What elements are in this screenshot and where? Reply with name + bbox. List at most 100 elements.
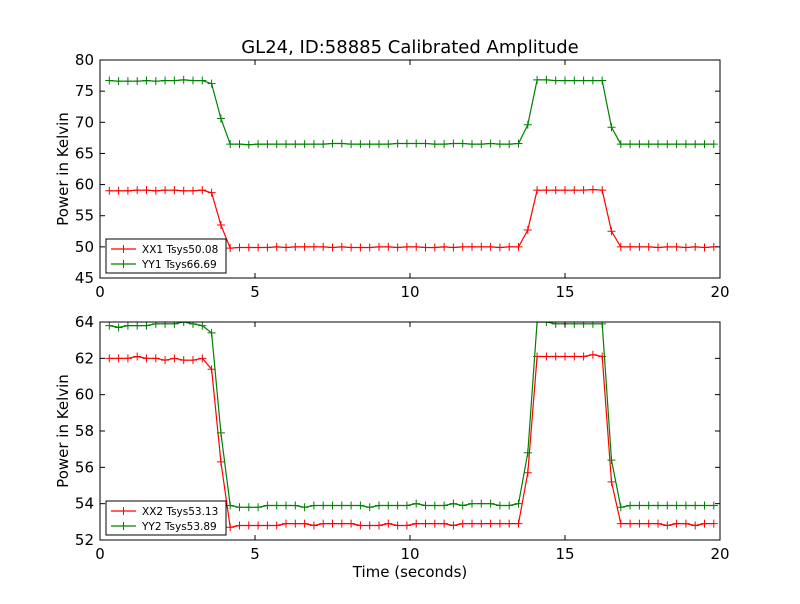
data-point bbox=[375, 140, 383, 149]
data-point bbox=[356, 521, 365, 530]
data-point bbox=[142, 354, 151, 363]
data-point bbox=[635, 242, 644, 251]
data-point bbox=[709, 519, 718, 528]
data-point bbox=[440, 519, 449, 528]
data-point bbox=[570, 322, 579, 328]
data-point bbox=[356, 243, 365, 252]
y-tick-label: 55 bbox=[75, 207, 94, 225]
data-point bbox=[681, 501, 690, 510]
data-point bbox=[691, 501, 700, 510]
data-point bbox=[700, 140, 709, 149]
data-point bbox=[421, 139, 430, 148]
data-point bbox=[328, 519, 337, 528]
data-point bbox=[179, 356, 188, 365]
data-point bbox=[235, 503, 244, 512]
data-point bbox=[421, 243, 430, 252]
y-tick-label: 65 bbox=[75, 144, 94, 162]
data-point bbox=[272, 140, 281, 149]
data-point bbox=[244, 140, 253, 149]
data-point bbox=[300, 140, 309, 149]
data-point bbox=[616, 519, 625, 528]
figure-title: GL24, ID:58885 Calibrated Amplitude bbox=[241, 37, 579, 58]
data-point bbox=[133, 322, 142, 330]
data-point bbox=[272, 242, 281, 251]
data-point bbox=[226, 244, 235, 253]
data-point bbox=[365, 243, 374, 252]
data-point bbox=[105, 76, 114, 85]
data-point bbox=[142, 186, 151, 195]
data-point bbox=[598, 322, 607, 328]
data-point bbox=[468, 242, 476, 251]
data-point bbox=[533, 186, 542, 195]
data-point bbox=[114, 323, 123, 332]
data-point bbox=[189, 356, 197, 365]
y-tick-label: 56 bbox=[75, 458, 94, 476]
data-point bbox=[561, 352, 569, 361]
data-point bbox=[635, 501, 644, 510]
data-point bbox=[477, 499, 486, 508]
data-point bbox=[207, 188, 216, 197]
data-point bbox=[495, 501, 504, 510]
data-point bbox=[691, 140, 700, 149]
data-point bbox=[282, 140, 290, 149]
data-point bbox=[458, 242, 467, 251]
data-point bbox=[458, 501, 467, 510]
data-point bbox=[161, 76, 170, 85]
data-point bbox=[430, 501, 439, 510]
data-point bbox=[477, 519, 486, 528]
data-point bbox=[356, 140, 365, 149]
data-point bbox=[328, 243, 337, 252]
data-point bbox=[263, 243, 272, 252]
y-tick-label: 60 bbox=[75, 176, 94, 194]
x-tick-label: 5 bbox=[250, 283, 260, 301]
data-point bbox=[588, 350, 597, 359]
x-tick-label: 15 bbox=[555, 545, 574, 563]
data-point bbox=[663, 521, 672, 530]
data-point bbox=[542, 352, 551, 361]
data-point bbox=[514, 242, 523, 251]
legend-box bbox=[105, 500, 227, 536]
data-point bbox=[347, 243, 356, 252]
data-point bbox=[709, 501, 718, 510]
data-point bbox=[402, 521, 411, 530]
data-point bbox=[216, 428, 225, 437]
data-point bbox=[486, 139, 495, 148]
x-tick-label: 10 bbox=[400, 283, 419, 301]
legend-box bbox=[105, 238, 227, 274]
data-point bbox=[365, 503, 374, 512]
data-point bbox=[561, 186, 569, 195]
data-point bbox=[393, 139, 402, 148]
data-point bbox=[486, 499, 495, 508]
data-point bbox=[328, 139, 337, 148]
data-point bbox=[542, 186, 551, 195]
data-point bbox=[412, 242, 421, 251]
data-point bbox=[300, 519, 309, 528]
data-point bbox=[579, 322, 588, 328]
data-point bbox=[514, 499, 523, 508]
data-point bbox=[681, 243, 690, 252]
data-point bbox=[244, 243, 253, 252]
y-tick-label: 80 bbox=[75, 51, 94, 69]
data-point bbox=[402, 242, 411, 251]
data-point bbox=[198, 186, 207, 195]
y-tick-label: 60 bbox=[75, 386, 94, 404]
data-point bbox=[654, 140, 662, 149]
legend: XX1 Tsys50.08 YY1 Tsys66.69 bbox=[105, 238, 227, 274]
data-point bbox=[235, 243, 244, 252]
x-tick-label: 0 bbox=[95, 283, 105, 301]
data-point bbox=[170, 76, 179, 85]
data-point bbox=[607, 477, 616, 486]
data-point bbox=[430, 243, 439, 252]
data-point bbox=[161, 186, 170, 195]
data-point bbox=[523, 120, 532, 129]
data-point bbox=[170, 322, 179, 328]
data-point bbox=[133, 186, 142, 195]
data-point bbox=[635, 519, 644, 528]
data-point bbox=[412, 139, 421, 148]
data-point bbox=[319, 140, 328, 149]
data-point bbox=[663, 501, 672, 510]
data-point bbox=[672, 140, 681, 149]
data-point bbox=[523, 448, 532, 457]
data-point bbox=[468, 140, 476, 149]
